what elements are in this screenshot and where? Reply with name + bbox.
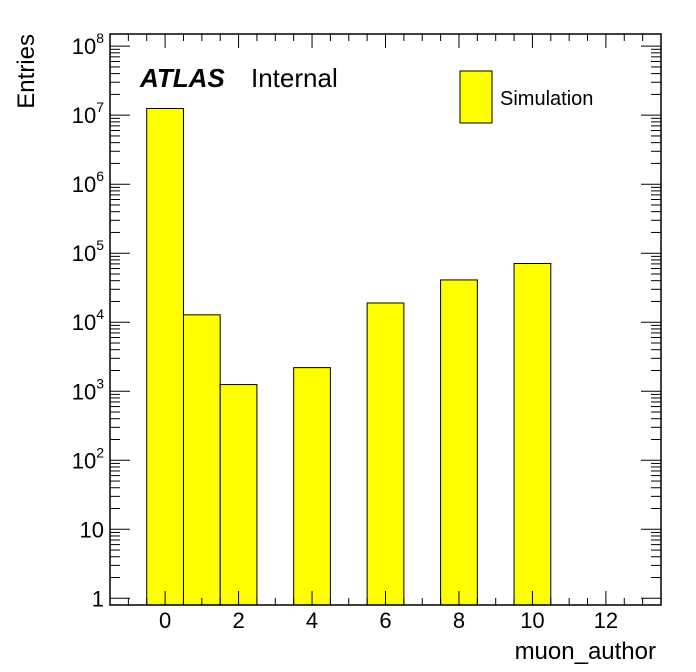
x-tick-label-0: 0 bbox=[159, 608, 171, 633]
y-tick-label-1: 10 bbox=[80, 517, 104, 542]
plot-frame bbox=[109, 33, 662, 606]
y-tick-label-3: 103 bbox=[72, 375, 104, 404]
bar-bin-10 bbox=[513, 262, 552, 606]
y-tick-label-6: 106 bbox=[72, 168, 104, 197]
bar-bin-0 bbox=[146, 107, 184, 606]
y-tick-label-2: 102 bbox=[72, 444, 104, 473]
x-tick-labels: 0 2 4 6 8 10 12 bbox=[159, 608, 618, 633]
axis-ticks bbox=[109, 34, 662, 605]
x-tick-label-12: 12 bbox=[594, 608, 618, 633]
bar-bin-6 bbox=[366, 302, 405, 606]
x-axis-title: muon_author bbox=[515, 638, 656, 665]
y-tick-label-5: 105 bbox=[72, 237, 104, 266]
y-axis-title: Entries bbox=[13, 34, 40, 109]
x-tick-label-4: 4 bbox=[306, 608, 318, 633]
internal-label: Internal bbox=[251, 63, 338, 93]
y-tick-label-8: 108 bbox=[72, 30, 104, 59]
histogram-bars bbox=[146, 107, 552, 606]
legend: Simulation bbox=[459, 70, 593, 124]
y-tick-label-0: 1 bbox=[92, 586, 104, 611]
x-tick-label-10: 10 bbox=[520, 608, 544, 633]
y-tick-labels: 1 10 102 103 104 105 106 107 108 bbox=[72, 30, 104, 611]
x-tick-label-6: 6 bbox=[379, 608, 391, 633]
legend-label-simulation: Simulation bbox=[500, 88, 593, 110]
y-tick-label-4: 104 bbox=[72, 306, 104, 335]
bar-bin-4 bbox=[293, 367, 331, 606]
x-tick-label-8: 8 bbox=[453, 608, 465, 633]
bar-bin-1 bbox=[182, 314, 221, 606]
bar-bin-8 bbox=[440, 279, 478, 606]
y-tick-label-7: 107 bbox=[72, 99, 104, 128]
legend-swatch bbox=[459, 70, 493, 124]
x-tick-label-2: 2 bbox=[232, 608, 244, 633]
bar-bin-2 bbox=[219, 384, 258, 606]
atlas-label: ATLAS bbox=[139, 63, 225, 93]
